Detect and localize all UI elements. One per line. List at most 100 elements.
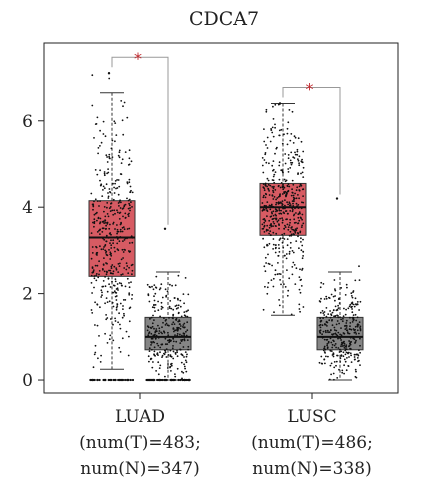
data-point — [107, 192, 109, 194]
data-point — [334, 336, 336, 338]
data-point — [338, 368, 340, 371]
data-point — [291, 188, 293, 191]
data-point — [323, 311, 326, 313]
data-point — [104, 302, 106, 305]
data-point — [148, 300, 151, 303]
data-point — [180, 315, 183, 318]
data-point — [116, 209, 118, 212]
data-point — [100, 296, 103, 298]
data-point — [353, 305, 356, 308]
data-point — [183, 363, 186, 366]
data-point — [165, 378, 168, 382]
data-point — [119, 223, 122, 226]
data-point — [278, 227, 280, 230]
data-point — [347, 365, 350, 367]
data-point — [114, 228, 116, 230]
data-point — [94, 301, 96, 304]
data-point — [90, 282, 93, 284]
data-point — [275, 198, 277, 201]
plot-area: ** — [88, 49, 364, 382]
data-point — [350, 361, 353, 363]
data-point — [356, 329, 359, 332]
data-point — [183, 302, 186, 305]
data-point — [268, 219, 271, 222]
data-point — [126, 265, 129, 267]
data-point — [285, 218, 287, 221]
data-point — [272, 105, 274, 108]
data-point — [109, 286, 112, 288]
data-point — [263, 128, 265, 131]
data-point — [264, 219, 266, 222]
data-point — [278, 134, 281, 137]
data-point — [161, 378, 164, 382]
data-point — [128, 242, 131, 244]
data-point — [346, 357, 348, 359]
data-point — [109, 378, 112, 382]
data-point — [159, 364, 162, 367]
data-point — [344, 353, 347, 356]
data-point — [176, 355, 179, 358]
data-point — [167, 354, 170, 356]
data-point — [284, 153, 287, 155]
data-point — [333, 340, 335, 343]
data-point — [287, 228, 290, 231]
data-point — [172, 313, 175, 316]
data-point — [333, 361, 336, 363]
data-point — [266, 136, 269, 139]
data-point — [177, 328, 179, 331]
data-point — [265, 161, 268, 164]
data-point — [183, 322, 186, 325]
data-point — [183, 339, 186, 342]
data-point — [325, 321, 328, 323]
data-point — [291, 210, 294, 213]
data-point — [147, 355, 150, 358]
data-point — [156, 342, 159, 345]
data-point — [108, 227, 111, 230]
data-point — [150, 316, 153, 319]
data-point — [170, 364, 173, 367]
data-point — [332, 352, 335, 355]
data-point — [327, 355, 329, 358]
x-axis-labels: LUAD (num(T)=483; num(N)=347) LUSC (num(T)=4… — [79, 393, 373, 479]
data-point — [116, 232, 118, 235]
data-point — [289, 230, 292, 233]
data-point — [302, 306, 305, 308]
data-point — [294, 228, 297, 231]
data-point — [330, 341, 333, 344]
data-point — [159, 287, 162, 289]
data-point — [151, 322, 154, 325]
data-point — [120, 100, 123, 102]
data-point — [274, 225, 277, 227]
data-point — [272, 248, 274, 250]
data-point — [97, 152, 99, 155]
data-point — [118, 205, 120, 207]
data-point — [291, 191, 294, 194]
data-point — [124, 151, 127, 154]
data-point — [330, 373, 332, 376]
data-point — [268, 162, 270, 165]
data-point — [348, 305, 351, 308]
data-point — [291, 207, 294, 210]
data-point — [99, 217, 102, 220]
data-point — [183, 356, 185, 358]
data-point — [108, 157, 111, 160]
data-point — [288, 224, 291, 227]
data-point — [187, 309, 190, 312]
data-point — [111, 264, 114, 266]
data-point — [348, 332, 351, 335]
data-point — [182, 324, 185, 326]
data-point — [120, 258, 123, 261]
data-point — [150, 341, 153, 343]
data-point — [107, 215, 110, 218]
data-point — [263, 140, 266, 143]
data-point — [262, 171, 265, 174]
data-point — [186, 329, 189, 332]
data-point — [298, 276, 301, 278]
data-point — [338, 297, 340, 300]
data-point — [117, 321, 119, 324]
data-point — [282, 171, 284, 174]
data-point — [326, 343, 329, 345]
data-point — [107, 168, 109, 171]
data-point — [118, 240, 121, 243]
